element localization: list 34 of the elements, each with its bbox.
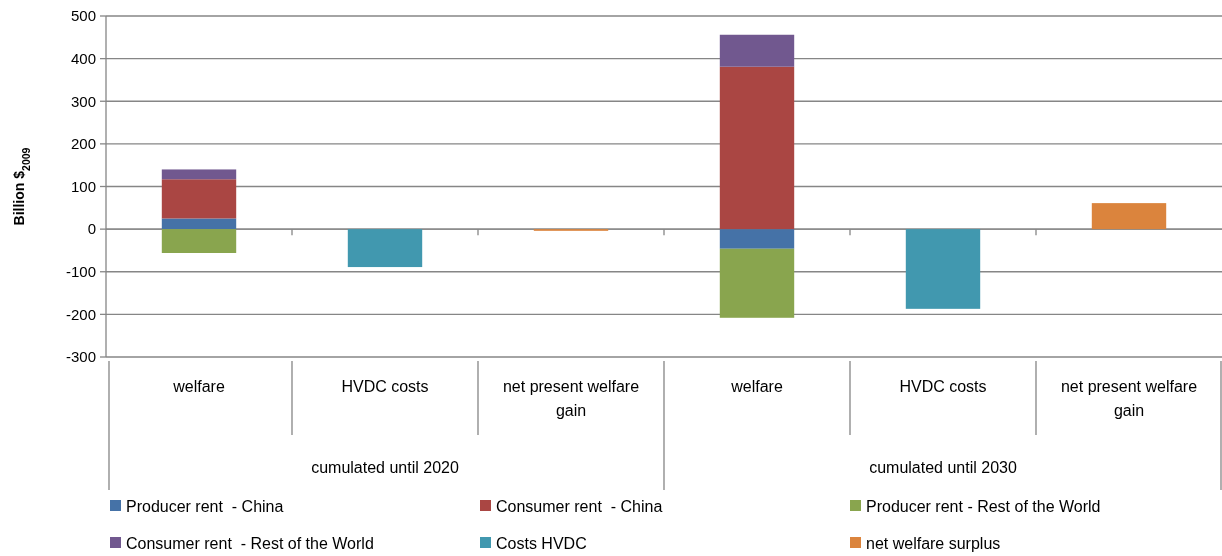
text: cumulated until 2030 <box>869 459 1017 476</box>
y-tick-label: 0 <box>87 220 96 238</box>
legend-label: Producer rent - Rest of the World <box>866 497 1101 515</box>
legend-label: Costs HVDC <box>496 534 587 552</box>
bar <box>1091 203 1167 230</box>
y-tick-label: -100 <box>65 263 96 280</box>
bar <box>161 229 237 253</box>
legend-label: Consumer rent - China <box>496 497 663 515</box>
y-tick-label: 100 <box>70 177 96 195</box>
bar <box>719 66 795 230</box>
bar <box>161 169 237 180</box>
legend-label: Consumer rent - Rest of the World <box>126 534 374 552</box>
x-tick-label: welfare <box>172 378 225 395</box>
legend-label: net welfare surplus <box>866 534 1001 552</box>
y-tick-label: 300 <box>70 92 96 110</box>
text: cumulated until 2020 <box>311 459 459 476</box>
x-tick-label: HVDC costs <box>899 378 987 395</box>
x-tick-label: net present welfare gain <box>1060 378 1198 419</box>
y-tick-label: 500 <box>70 7 96 25</box>
y-tick-label: 400 <box>70 49 96 67</box>
y-tick-label: -200 <box>65 305 96 323</box>
x-tick-label: HVDC costs <box>341 378 429 395</box>
y-tick-label: 200 <box>70 135 96 153</box>
bar <box>719 34 795 67</box>
bar <box>347 229 423 268</box>
x-tick-label: welfare <box>730 378 783 395</box>
x-tick-label: net present welfare gain <box>502 378 640 419</box>
bar <box>161 179 237 219</box>
bar <box>161 218 237 230</box>
bar <box>719 248 795 318</box>
bar <box>905 229 981 309</box>
legend-label: Producer rent - China <box>126 497 284 515</box>
y-tick-label: -300 <box>65 348 96 366</box>
bar <box>719 229 795 249</box>
